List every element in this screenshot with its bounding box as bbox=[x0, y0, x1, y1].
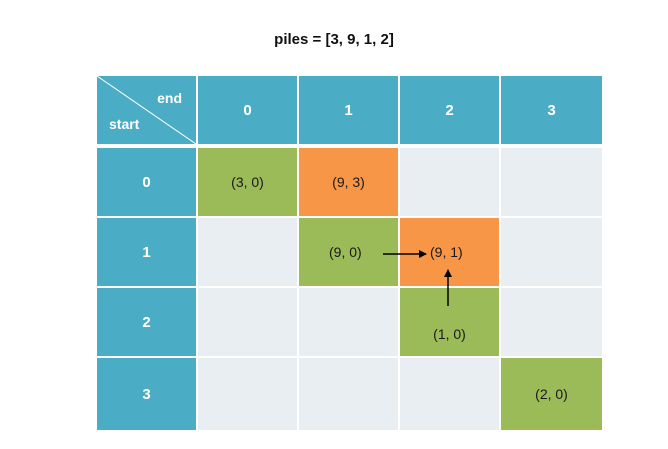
cell-2-3 bbox=[501, 288, 602, 356]
cell-1-3 bbox=[501, 218, 602, 286]
cell-0-3 bbox=[501, 148, 602, 216]
cell-3-3: (2, 0) bbox=[501, 358, 602, 430]
cell-1-0 bbox=[198, 218, 297, 286]
row-header-0: 0 bbox=[97, 148, 196, 216]
cell-2-0 bbox=[198, 288, 297, 356]
corner-start-label: start bbox=[109, 116, 140, 132]
cell-0-1: (9, 3) bbox=[299, 148, 398, 216]
dp-table: end start 0 1 2 3 0 1 2 3 (3, 0) (9, 3) … bbox=[97, 76, 602, 430]
cell-0-2 bbox=[400, 148, 499, 216]
cell-3-0 bbox=[198, 358, 297, 430]
column-header-3: 3 bbox=[501, 76, 602, 144]
row-header-3: 3 bbox=[97, 358, 196, 430]
cell-1-1: (9, 0) bbox=[299, 218, 398, 286]
cell-1-2: (9, 1) bbox=[400, 218, 499, 286]
cell-0-0: (3, 0) bbox=[198, 148, 297, 216]
corner-diagonal bbox=[97, 76, 196, 144]
row-header-1: 1 bbox=[97, 218, 196, 286]
row-header-2: 2 bbox=[97, 288, 196, 356]
cell-2-2: (1, 0) bbox=[400, 288, 499, 356]
column-header-2: 2 bbox=[400, 76, 499, 144]
corner-header: end start bbox=[97, 76, 196, 144]
cell-3-1 bbox=[299, 358, 398, 430]
cell-3-2 bbox=[400, 358, 499, 430]
page-title: piles = [3, 9, 1, 2] bbox=[274, 31, 394, 48]
cell-2-1 bbox=[299, 288, 398, 356]
column-header-1: 1 bbox=[299, 76, 398, 144]
column-header-0: 0 bbox=[198, 76, 297, 144]
corner-end-label: end bbox=[157, 90, 182, 106]
